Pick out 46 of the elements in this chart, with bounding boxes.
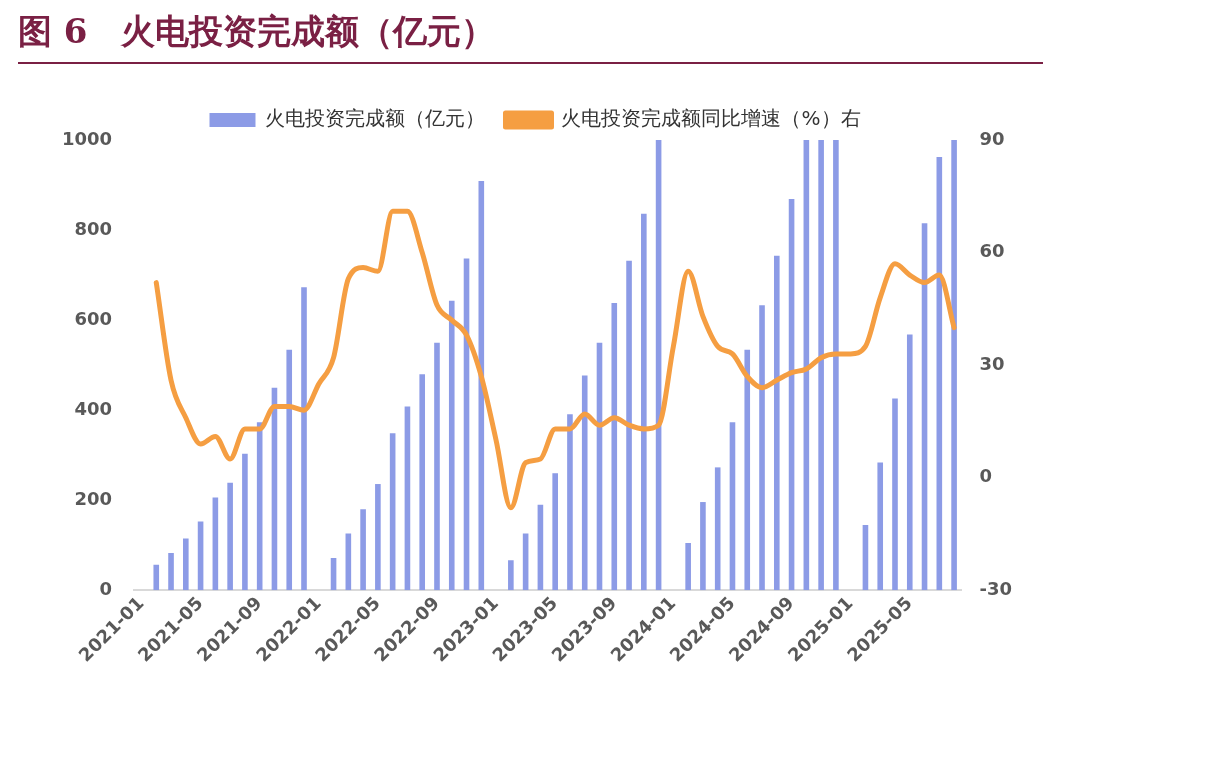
bar [773,255,780,591]
legend-label: 火电投资完成额同比增速（%）右 [561,106,861,131]
y-tick-label: 200 [74,487,113,509]
bar [818,140,824,591]
y-tick-label: 0 [99,577,113,599]
bar [626,260,632,591]
y2-tick-label: 0 [979,465,993,487]
bar [744,349,751,591]
y-tick-label: 800 [74,217,113,239]
y-tick-label: 400 [74,397,113,419]
bar [301,287,307,591]
bar [419,374,426,591]
bar [833,140,839,591]
bar [581,375,588,591]
y2-tick-label: 30 [979,352,1005,374]
bar [375,484,381,591]
bar [153,564,160,591]
y2-tick-label: 90 [979,127,1005,149]
bar [892,398,898,591]
bar [360,509,366,591]
bar [552,473,558,591]
y-tick-label: 600 [74,307,113,329]
bar [641,213,647,591]
chart-title: 图 6 火电投资完成额（亿元） [18,6,1043,64]
bar [227,482,233,591]
bar [448,300,455,591]
bar [434,342,440,591]
y-tick-label: 1000 [61,127,113,149]
bar [168,552,174,591]
bar [700,502,706,591]
bar [508,560,514,591]
bar [714,467,721,591]
bar [478,180,485,591]
legend-label: 火电投资完成额（亿元） [265,106,486,131]
bar [183,538,189,591]
bar [286,349,293,591]
y2-tick-label: 60 [979,240,1005,262]
bar [759,305,765,591]
bar [685,543,691,591]
bar [906,334,913,591]
y2-tick-label: -30 [979,577,1013,599]
bar [611,303,618,591]
bar [877,462,884,591]
bar [951,140,957,591]
bar [242,453,248,591]
bar [567,414,573,591]
